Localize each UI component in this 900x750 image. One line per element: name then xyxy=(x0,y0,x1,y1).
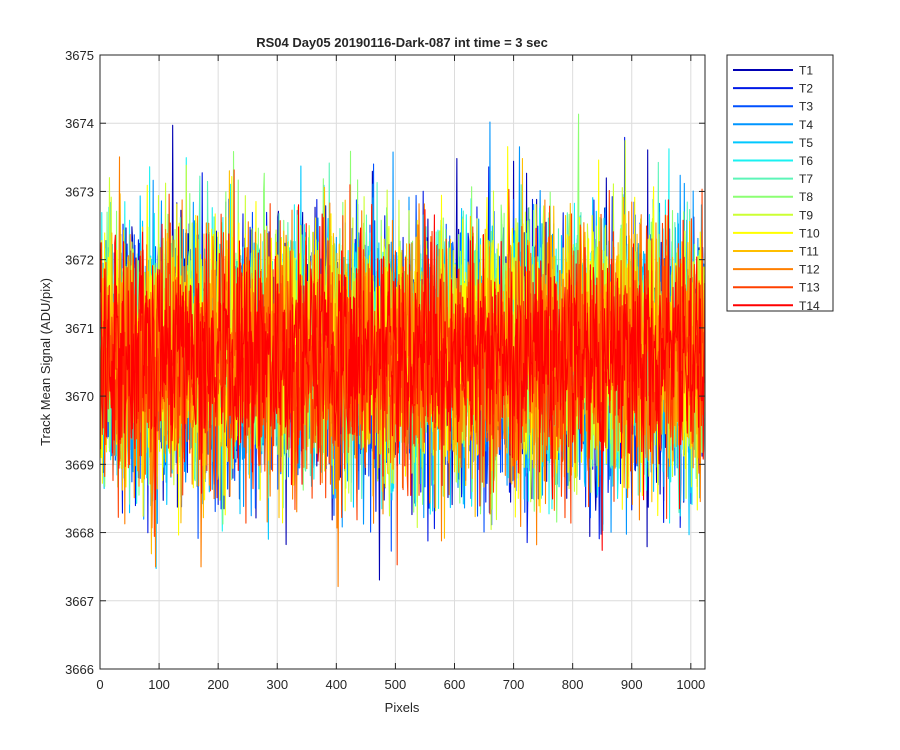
y-tick-label: 3670 xyxy=(65,389,94,404)
y-axis: 3666 3667 3668 3669 3670 3671 3672 3673 3674 3675 xyxy=(65,48,705,677)
x-tick-label: 600 xyxy=(444,677,466,692)
chart-title: RS04 Day05 20190116-Dark-087 int time = … xyxy=(256,35,548,50)
legend: T1 T2 T3 T4 T5 T6 T7 T8 T9 T10 T11 T12 T13 T14 xyxy=(726,54,834,313)
y-tick-label: 3668 xyxy=(65,526,94,541)
y-tick-label: 3666 xyxy=(65,662,94,677)
x-tick-label: 200 xyxy=(207,677,229,692)
x-tick-label: 300 xyxy=(266,677,288,692)
x-tick-label: 100 xyxy=(148,677,170,692)
x-tick-label: 800 xyxy=(562,677,584,692)
legend-label-t10: T10 xyxy=(799,226,820,240)
y-tick-label: 3673 xyxy=(65,184,94,199)
x-axis: 0 100 200 300 400 500 600 700 800 900 1000 xyxy=(96,55,705,692)
series-line-t14 xyxy=(100,199,705,551)
legend-label-t1: T1 xyxy=(799,64,813,78)
x-tick-label: 900 xyxy=(621,677,643,692)
legend-label-t5: T5 xyxy=(799,136,813,150)
x-axis-label: Pixels xyxy=(385,700,420,715)
legend-label-t9: T9 xyxy=(799,208,813,222)
legend-label-t8: T8 xyxy=(799,190,813,204)
legend-label-t13: T13 xyxy=(799,281,820,295)
y-tick-label: 3667 xyxy=(65,594,94,609)
axes-frame xyxy=(99,54,706,670)
y-tick-label: 3675 xyxy=(65,48,94,63)
x-tick-label: 0 xyxy=(96,677,103,692)
legend-label-t14: T14 xyxy=(799,299,820,313)
y-axis-label: Track Mean Signal (ADU/pix) xyxy=(38,278,53,446)
x-tick-label: 400 xyxy=(325,677,347,692)
legend-label-t4: T4 xyxy=(799,118,813,132)
y-tick-label: 3672 xyxy=(65,253,94,268)
y-tick-label: 3671 xyxy=(65,321,94,336)
series-layer xyxy=(100,113,705,588)
x-tick-label: 500 xyxy=(385,677,407,692)
y-tick-label: 3674 xyxy=(65,116,94,131)
legend-label-t2: T2 xyxy=(799,82,813,96)
legend-label-t12: T12 xyxy=(799,263,820,277)
x-tick-label: 1000 xyxy=(676,677,705,692)
y-tick-label: 3669 xyxy=(65,457,94,472)
legend-label-t3: T3 xyxy=(799,100,813,114)
legend-label-t6: T6 xyxy=(799,154,813,168)
legend-label-t11: T11 xyxy=(799,245,819,259)
legend-label-t7: T7 xyxy=(799,172,813,186)
x-tick-label: 700 xyxy=(503,677,525,692)
